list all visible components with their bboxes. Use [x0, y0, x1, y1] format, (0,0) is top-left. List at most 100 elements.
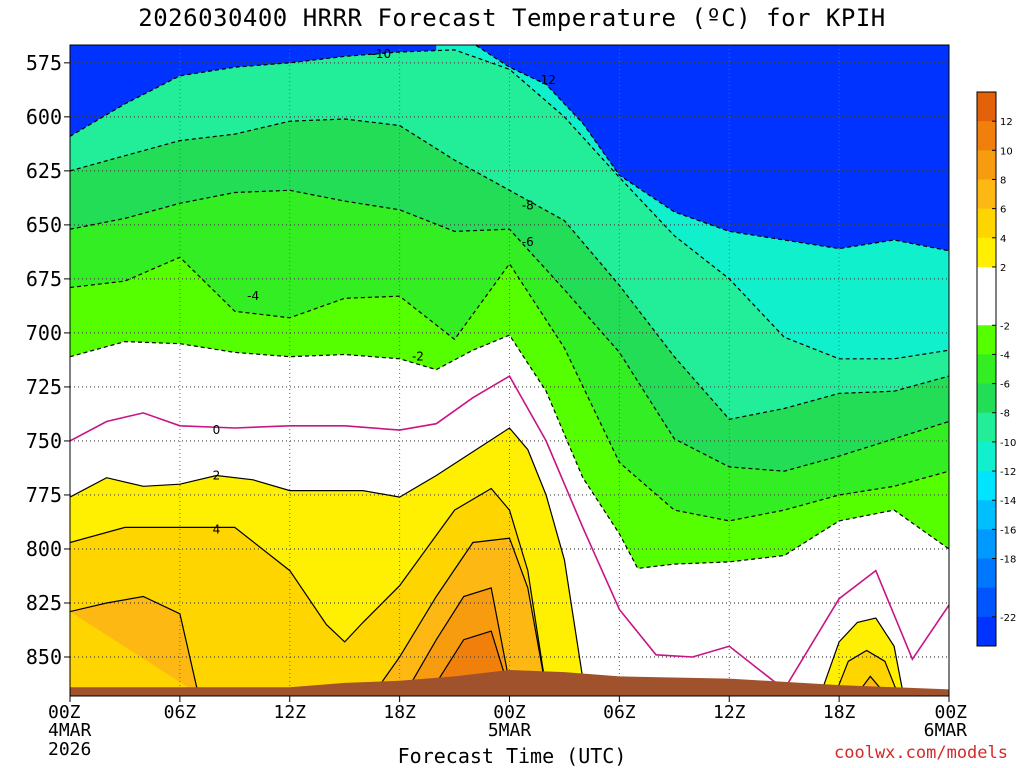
x-tick-label: 00Z — [934, 702, 967, 723]
colorbar-frame — [976, 91, 997, 647]
colorbar-label: 8 — [1000, 175, 1006, 186]
isotherm-line — [70, 374, 949, 691]
contour-labels: -12 -10 -8 -6 -4 -2 0 2 4 — [213, 47, 556, 536]
x-tick-label: 18Z — [383, 702, 416, 723]
site-credit: coolwx.com/models — [834, 743, 1008, 763]
x-tick-label: 12Z — [713, 702, 746, 723]
x-tick-date-label: 6MAR — [924, 720, 968, 741]
colorbar-label: 6 — [1000, 205, 1006, 216]
y-tick-label: 675 — [26, 267, 62, 291]
plot-area — [70, 45, 949, 696]
colorbar-label: -14 — [1000, 496, 1016, 507]
colorbar-label: 2 — [1000, 263, 1006, 274]
colorbar-swatch — [977, 150, 996, 180]
x-tick-label: 06Z — [603, 702, 636, 723]
contour-label: -8 — [522, 198, 534, 212]
colorbar-swatch — [977, 529, 996, 560]
terrain-surface — [70, 670, 949, 696]
colorbar-swatch — [977, 354, 996, 385]
contour-label: -4 — [247, 289, 259, 303]
colorbar-swatch — [977, 237, 996, 268]
y-tick-label: 650 — [26, 213, 62, 237]
colorbar-swatch — [977, 121, 996, 151]
contour-label: -2 — [412, 350, 424, 364]
band-fill — [436, 631, 506, 683]
contour-label: -6 — [522, 235, 534, 249]
colorbar-label: 10 — [1000, 146, 1013, 157]
isotherm-line — [435, 630, 507, 684]
colorbar-swatch — [977, 471, 996, 501]
colorbar-swatch — [977, 441, 996, 472]
y-tick-label: 700 — [26, 321, 62, 345]
contour-label: 0 — [213, 423, 221, 437]
isotherm-line — [70, 487, 547, 690]
colorbar-label: 12 — [1000, 117, 1013, 128]
colorbar-swatch — [977, 92, 996, 122]
isotherm-line — [474, 45, 949, 252]
colorbar-label: -22 — [1000, 613, 1016, 624]
isotherm-line — [70, 595, 199, 694]
colorbar: 12 10 8 6 4 2 -2 -4 -6 -8 -10 -12 -14 -16 -18 -22 — [976, 91, 1016, 647]
isotherm-contours — [70, 45, 949, 695]
chart-title: 2026030400 HRRR Forecast Temperature (ºC… — [138, 4, 886, 32]
colorbar-label: 4 — [1000, 234, 1006, 245]
colorbar-label: -8 — [1000, 409, 1010, 420]
x-axis-title: Forecast Time (UTC) — [397, 744, 627, 768]
colorbar-label: -4 — [1000, 350, 1010, 361]
colorbar-swatch — [977, 179, 996, 210]
isotherm-line — [70, 427, 584, 679]
colorbar-label: -12 — [1000, 467, 1016, 478]
y-tick-label: 625 — [26, 159, 62, 183]
y-tick-label: 775 — [26, 483, 62, 507]
x-tick-date-label: 4MAR — [48, 720, 92, 741]
colorbar-swatch — [977, 587, 996, 618]
colorbar-swatch — [977, 500, 996, 530]
colorbar-swatch — [977, 412, 996, 443]
colorbar-swatch — [977, 558, 996, 589]
band-fill — [835, 650, 898, 694]
isotherm-line — [820, 617, 904, 694]
y-tick-label: 825 — [26, 591, 62, 615]
colorbar-label: -6 — [1000, 380, 1010, 391]
colorbar-swatch — [977, 383, 996, 414]
isotherm-line — [408, 587, 511, 688]
colorbar-label: -16 — [1000, 525, 1016, 536]
isotherm-line — [834, 649, 899, 694]
isotherm-line — [70, 118, 949, 420]
x-tick-label: 18Z — [823, 702, 856, 723]
x-tick-label: 12Z — [273, 702, 306, 723]
isotherm-line — [70, 49, 949, 360]
grid-lines — [70, 45, 949, 696]
y-tick-label: 800 — [26, 537, 62, 561]
contour-label: 2 — [213, 469, 221, 483]
isotherm-line — [380, 537, 547, 690]
colorbar-swatch — [977, 266, 996, 326]
contour-label: 4 — [213, 523, 221, 537]
temperature-fill — [70, 45, 949, 696]
isotherm-line — [70, 256, 949, 522]
y-tick-label: 600 — [26, 105, 62, 129]
isotherm-line — [70, 334, 949, 570]
band-fill — [70, 596, 199, 694]
x-tick-label: 00Z — [493, 702, 526, 723]
y-tick-label: 725 — [26, 375, 62, 399]
terrain-surface-fill — [70, 670, 949, 696]
colorbar-swatch — [977, 616, 996, 647]
y-tick-label: 750 — [26, 429, 62, 453]
y-axis: 575 600 625 650 675 700 725 750 775 800 825 850 — [26, 51, 70, 669]
isotherm-line — [70, 189, 949, 472]
colorbar-swatch — [977, 208, 996, 239]
y-tick-label: 575 — [26, 51, 62, 75]
x-tick-date-label: 5MAR — [488, 720, 532, 741]
colorbar-swatch — [977, 325, 996, 355]
colorbar-label: -10 — [1000, 438, 1016, 449]
y-tick-label: 850 — [26, 645, 62, 669]
contour-label: -12 — [536, 73, 556, 87]
colorbar-label: -18 — [1000, 555, 1016, 566]
colorbar-label: -2 — [1000, 321, 1010, 332]
x-tick-date-label: 2026 — [48, 739, 91, 760]
contour-label: -10 — [372, 47, 392, 61]
x-tick-label: 06Z — [164, 702, 197, 723]
